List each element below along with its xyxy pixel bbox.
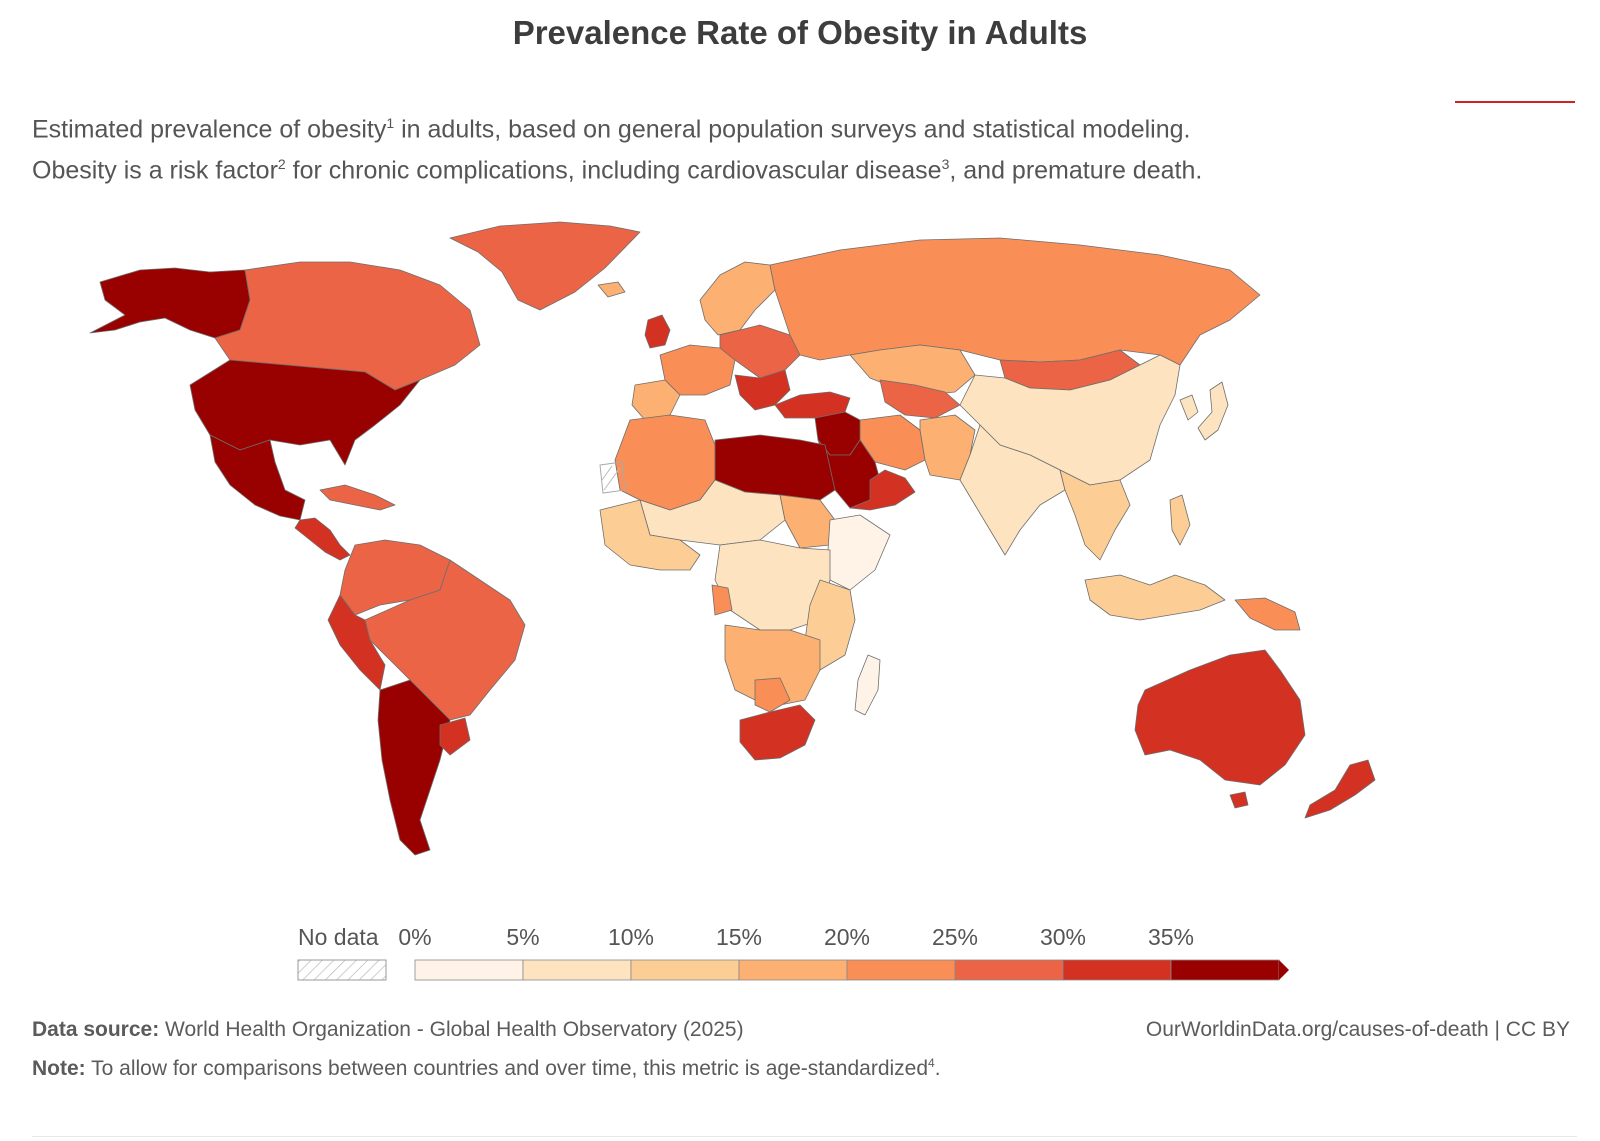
map-region-brazil[interactable] xyxy=(364,559,526,721)
map-region-korea[interactable] xyxy=(1179,394,1199,421)
subtitle-line2-text-a: Obesity is a risk factor xyxy=(32,156,278,185)
map-region-sudan[interactable] xyxy=(779,494,836,549)
legend-tick-label: 0% xyxy=(398,924,432,950)
map-region-oman-yemen[interactable] xyxy=(849,469,916,511)
footnote-ref-1[interactable]: 1 xyxy=(386,115,395,131)
footnote-ref-2[interactable]: 2 xyxy=(277,156,286,173)
subtitle-line1-text-b: in adults, based on general population s… xyxy=(394,115,1191,144)
map-region-botswana[interactable] xyxy=(754,677,791,713)
source-text[interactable]: World Health Organization - Global Healt… xyxy=(159,1018,744,1041)
legend-tick-label: 10% xyxy=(607,924,655,950)
map-region-mexico[interactable] xyxy=(209,434,306,521)
map-region-russia[interactable] xyxy=(769,237,1261,366)
map-region-northwest-africa[interactable] xyxy=(614,414,716,511)
map-region-greenland[interactable] xyxy=(449,221,641,311)
site-link[interactable]: OurWorldinData.org/causes-of-death | CC … xyxy=(1145,1018,1570,1041)
map-region-saudi-arabia[interactable] xyxy=(817,439,881,509)
subtitle-line2-text-b: for chronic complications, including car… xyxy=(285,156,942,185)
legend-no-data-label: No data xyxy=(298,924,379,950)
legend-bin-5[interactable] xyxy=(954,959,1064,981)
legend-tick-label: 25% xyxy=(931,924,979,950)
note-label: Note: xyxy=(32,1057,86,1080)
legend-tick-label: 20% xyxy=(823,924,871,950)
legend-no-data-swatch xyxy=(297,959,387,981)
source-label: Data source: xyxy=(32,1018,160,1041)
legend-scale xyxy=(297,959,1289,981)
footer-source: Data source: World Health Organization -… xyxy=(32,1018,744,1042)
legend-bin-1[interactable] xyxy=(522,959,632,981)
legend-tick-label: 35% xyxy=(1147,924,1195,950)
legend-bin-7[interactable] xyxy=(1170,959,1280,981)
map-region-iceland[interactable] xyxy=(597,281,626,298)
legend-tick-label: 30% xyxy=(1039,924,1087,950)
map-region-gabon[interactable] xyxy=(711,584,733,616)
map-region-tasmania[interactable] xyxy=(1229,791,1249,809)
chart-subtitle: Estimated prevalence of obesity1 in adul… xyxy=(32,106,1432,189)
chart-title: Prevalence Rate of Obesity in Adults xyxy=(512,14,1088,51)
map-region-canada[interactable] xyxy=(214,261,481,391)
map-region-philippines[interactable] xyxy=(1169,494,1191,546)
footnote-ref-4[interactable]: 4 xyxy=(928,1056,935,1070)
footnote-ref-3[interactable]: 3 xyxy=(941,156,950,173)
subtitle-line2-text-c: , and premature death. xyxy=(949,156,1203,185)
map-region-south-africa[interactable] xyxy=(739,704,816,761)
map-region-southern-africa[interactable] xyxy=(724,624,821,706)
map-region-papua-new-guinea[interactable] xyxy=(1234,597,1301,631)
legend-bin-4[interactable] xyxy=(846,959,956,981)
map-region-turkey[interactable] xyxy=(774,391,851,419)
legend-bin-2[interactable] xyxy=(630,959,740,981)
map-region-new-zealand[interactable] xyxy=(1304,759,1376,819)
map-region-madagascar[interactable] xyxy=(854,654,881,716)
footer-divider xyxy=(32,1136,1577,1137)
western-sahara-hatch xyxy=(599,461,626,494)
footer-note: Note: To allow for comparisons between c… xyxy=(32,1056,941,1081)
map-region-central-asia[interactable] xyxy=(879,379,961,419)
map-region-indonesia[interactable] xyxy=(1084,574,1226,621)
legend-tick-label: 5% xyxy=(506,924,540,950)
map-region-andes-west[interactable] xyxy=(327,594,386,691)
legend-bin-3[interactable] xyxy=(738,959,848,981)
map-region-united-states[interactable] xyxy=(189,359,421,466)
subtitle-line1-text-a: Estimated prevalence of obesity xyxy=(32,115,387,144)
legend-bin-6[interactable] xyxy=(1062,959,1172,981)
map-region-west-africa[interactable] xyxy=(599,499,701,571)
legend: No data 0% 5% 10% 15% 20% 25% 30% 35% xyxy=(0,920,1600,1000)
map-region-scandinavia[interactable] xyxy=(699,261,776,336)
map-region-japan[interactable] xyxy=(1197,381,1229,441)
map-region-balkans[interactable] xyxy=(734,369,791,411)
legend-bin-0[interactable] xyxy=(414,959,524,981)
note-text: To allow for comparisons between countri… xyxy=(85,1057,929,1080)
map-region-argentina-chile[interactable] xyxy=(377,679,451,856)
map-region-central-america[interactable] xyxy=(294,517,351,561)
map-region-australia[interactable] xyxy=(1134,649,1306,786)
legend-arrow-icon xyxy=(1279,960,1289,980)
world-map xyxy=(89,221,1376,856)
map-region-southeast-asia[interactable] xyxy=(1059,469,1131,561)
map-region-uruguay[interactable] xyxy=(439,717,471,756)
map-region-caribbean[interactable] xyxy=(319,484,396,511)
note-end: . xyxy=(934,1057,941,1080)
map-region-united-kingdom[interactable] xyxy=(644,314,671,349)
map-region-alaska[interactable] xyxy=(89,267,251,339)
legend-tick-label: 15% xyxy=(715,924,763,950)
map-region-horn-of-africa[interactable] xyxy=(827,514,891,591)
accent-line xyxy=(1455,101,1575,103)
